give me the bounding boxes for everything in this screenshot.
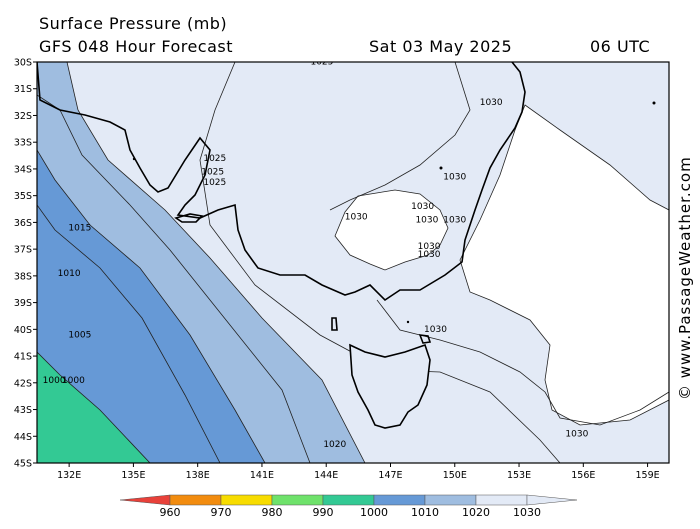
lat-tick-label: 39S: [14, 298, 32, 309]
high-region-inland: [334, 189, 449, 271]
lon-tick-label: 153E: [507, 470, 531, 481]
lat-tick-label: 35S: [14, 191, 32, 202]
legend-label: 1020: [462, 506, 490, 519]
isobar-1025: [329, 62, 471, 211]
lat-tick-label: 42S: [14, 378, 32, 389]
legend-label: 1000: [360, 506, 388, 519]
legend-label: 1010: [411, 506, 439, 519]
high-region-east: [459, 104, 669, 426]
legend-swatch: [475, 494, 528, 506]
isobar-label: 1000: [62, 376, 85, 386]
isobar-label: 1020: [323, 440, 346, 450]
isobar-label: 1030: [443, 215, 466, 225]
coastline-mainland: [37, 62, 526, 302]
isobar-label: 1025: [310, 58, 333, 68]
map-title: Surface Pressure (mb): [39, 14, 228, 33]
legend-swatch: [322, 494, 375, 506]
isobar-label: 1025: [203, 154, 226, 164]
isobar-label: 1000: [43, 376, 66, 386]
coastline-kangaroo-island: [174, 213, 204, 223]
forecast-time: 06 UTC: [590, 37, 651, 56]
lat-tick-label: 41S: [14, 352, 32, 363]
lat-tick-label: 33S: [14, 138, 32, 149]
isobar-label: 1025: [201, 167, 224, 177]
lat-tick-label: 31S: [14, 84, 32, 95]
lat-tick-label: 44S: [14, 432, 32, 443]
lord-howe-island: [652, 101, 656, 105]
lat-tick-label: 34S: [14, 164, 32, 175]
coastline-king-island: [331, 317, 338, 331]
lon-tick-label: 159E: [636, 470, 660, 481]
isobar-label: 1005: [68, 330, 91, 340]
isobar-label: 1030: [480, 98, 503, 108]
isobar-label: 1030: [411, 202, 434, 212]
legend-swatch: [424, 494, 477, 506]
legend-swatch: [271, 494, 324, 506]
lat-tick-label: 45S: [14, 459, 32, 470]
lon-tick-label: 141E: [250, 470, 274, 481]
small-island: [406, 320, 410, 324]
forecast-date: Sat 03 May 2025: [369, 37, 513, 56]
isobar-label: 1030: [345, 213, 368, 223]
lat-tick-label: 36S: [14, 218, 32, 229]
legend-label: 960: [160, 506, 181, 519]
isobar-1005: [37, 149, 266, 463]
coastline-tasmania: [349, 343, 431, 429]
isobar-995: [37, 351, 151, 463]
isobar-label: 1030: [424, 325, 447, 335]
lon-tick-label: 132E: [57, 470, 81, 481]
credit-text: © www.PassageWeather.com: [676, 156, 694, 400]
coastline-flinders-island: [418, 334, 432, 344]
isobar-label: 1030: [565, 429, 588, 439]
isobar-label: 1030: [415, 215, 438, 225]
lon-tick-label: 147E: [378, 470, 402, 481]
legend-label: 1030: [513, 506, 541, 519]
small-island: [132, 157, 136, 161]
lat-tick-label: 43S: [14, 405, 32, 416]
lat-tick-label: 30S: [14, 58, 32, 69]
lon-tick-label: 150E: [443, 470, 467, 481]
isobar-label-group: 1025103010251025102510301030103010301030…: [43, 58, 589, 450]
isobar-label: 1030: [443, 173, 466, 183]
lon-tick-label: 135E: [121, 470, 145, 481]
legend-swatch: [220, 494, 273, 506]
forecast-product: GFS 048 Hour Forecast: [39, 37, 234, 56]
isobar-label: 1015: [68, 223, 91, 233]
small-island: [439, 166, 443, 170]
legend-arrow-low: [119, 494, 171, 506]
isobar-1015: [66, 62, 366, 463]
pressure-legend: 960 970 980 990 1000 1010 1020 1030: [119, 494, 578, 519]
legend-label: 970: [211, 506, 232, 519]
legend-swatch: [373, 494, 426, 506]
longitude-axis: 132E 135E 138E 141E 144E 147E 150E 153E 156E 159E: [57, 463, 660, 481]
legend-label: 990: [313, 506, 334, 519]
lon-tick-label: 138E: [186, 470, 210, 481]
legend-arrow-high: [526, 494, 578, 506]
legend-swatch: [169, 494, 222, 506]
lon-tick-label: 144E: [314, 470, 338, 481]
isobar-label: 1030: [418, 242, 441, 252]
isobar-label: 1025: [203, 178, 226, 188]
isobar-label: 1010: [58, 269, 81, 279]
latitude-axis: 30S 31S 32S 33S 34S 35S 36S 37S 38S 39S 40S 41S 42S 4…: [14, 58, 37, 470]
lat-tick-label: 40S: [14, 325, 32, 336]
isobar-1010: [37, 94, 311, 463]
lat-tick-label: 37S: [14, 245, 32, 256]
isobar-1000: [37, 204, 221, 463]
lon-tick-label: 156E: [571, 470, 595, 481]
lat-tick-label: 32S: [14, 111, 32, 122]
lat-tick-label: 38S: [14, 271, 32, 282]
legend-label: 980: [262, 506, 283, 519]
map-frame: [36, 61, 670, 464]
isobar-label: 1030: [418, 250, 441, 260]
